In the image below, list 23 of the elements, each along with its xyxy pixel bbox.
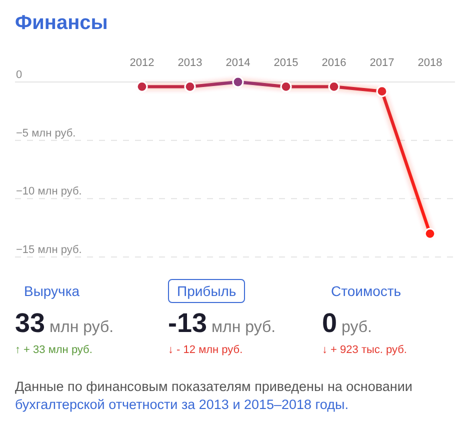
x-tick-label: 2014 (226, 57, 250, 69)
text: -13 млн руб. (168, 308, 276, 338)
y-tick-label: 0 (16, 69, 22, 81)
y-tick-label: −15 млн руб. (16, 244, 82, 256)
text: ↑ + 33 млн руб. (15, 344, 92, 356)
text: Стоимость (330, 282, 402, 301)
y-tick-label: −10 млн руб. (16, 186, 82, 198)
chart-title: Финансы (15, 12, 108, 34)
text: ↓ + 923 тыс. руб. (322, 344, 407, 356)
x-tick-label: 2015 (274, 57, 298, 69)
y-tick-label: −5 млн руб. (16, 127, 76, 140)
x-tick-label: 2017 (370, 57, 394, 69)
text: 0 руб. (322, 308, 372, 338)
x-tick-label: 2018 (418, 57, 442, 69)
text: ↓ - 12 млн руб. (168, 344, 243, 356)
text: бухгалтерской отчетности за 2013 и 2015–2018 годы. (15, 397, 348, 412)
text: Прибыль (168, 279, 246, 303)
text: Выручка (23, 282, 81, 301)
x-tick-label: 2016 (322, 57, 346, 69)
x-tick-label: 2012 (130, 57, 154, 69)
text: 33 млн руб. (15, 308, 114, 338)
text: Данные по финансовым показателям приведены на основании (15, 379, 412, 394)
x-tick-label: 2013 (178, 57, 202, 69)
